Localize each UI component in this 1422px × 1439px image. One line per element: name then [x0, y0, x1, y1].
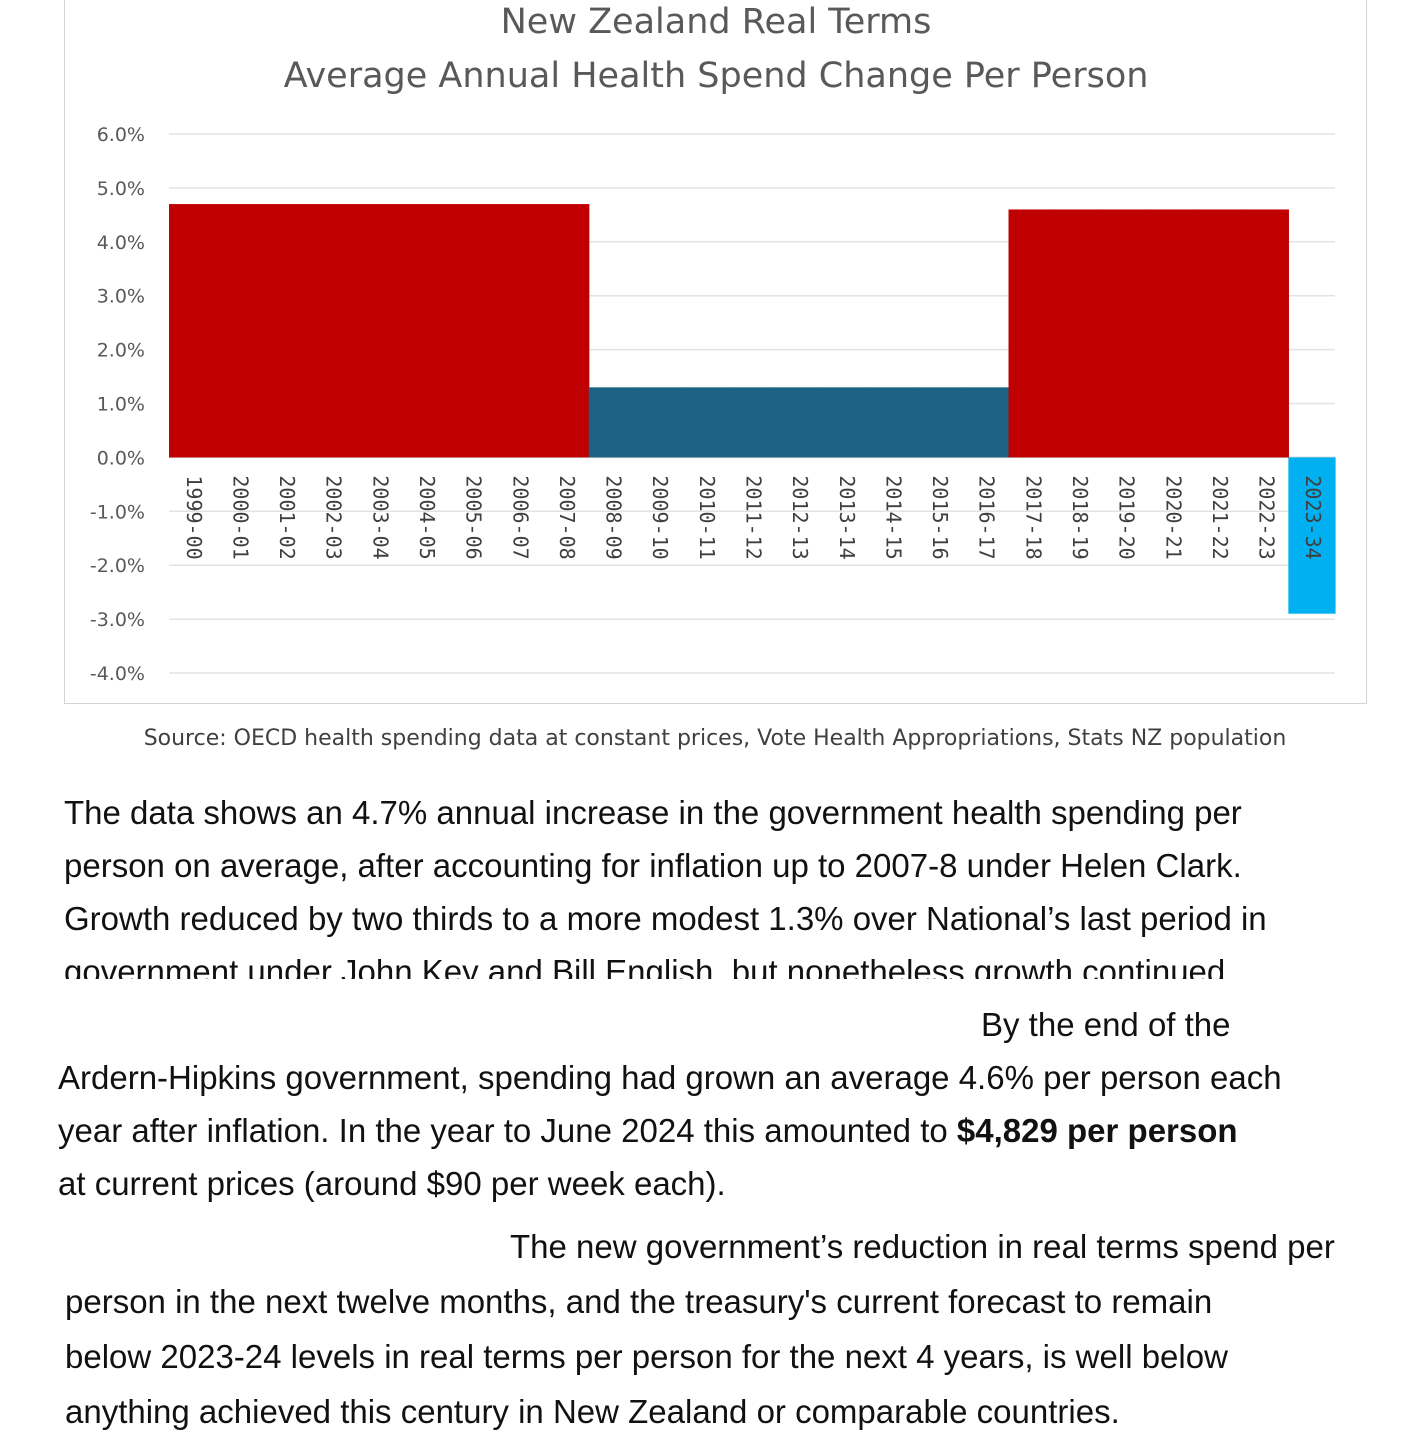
bar	[1148, 209, 1196, 458]
bar	[961, 387, 1010, 458]
bar	[542, 204, 590, 458]
paragraph-2-line-4: at current prices (around $90 per week e…	[58, 1165, 726, 1202]
paragraph-2-line-3: year after inflation. In the year to Jun…	[58, 1104, 1282, 1157]
y-tick-label: 0.0%	[97, 447, 145, 469]
y-tick-label: 6.0%	[97, 124, 145, 146]
bar	[1288, 457, 1336, 614]
x-tick-label: 2013-14	[835, 475, 859, 559]
y-tick-label: 5.0%	[97, 178, 145, 200]
paragraph-2: By the end of the Ardern-Hipkins governm…	[58, 998, 1282, 1210]
x-tick-label: 2022-23	[1255, 475, 1279, 559]
paragraph-1-line-1: The data shows an 4.7% annual increase i…	[64, 794, 1242, 831]
paragraph-1-line-3: Growth reduced by two thirds to a more m…	[64, 900, 1267, 937]
bars	[169, 204, 1336, 614]
y-tick-label: 2.0%	[97, 340, 145, 362]
x-axis-ticks: 1999-00 2000-01 2001-02 2002-03 2003-04 2004-…	[182, 475, 1325, 559]
y-tick-label: -3.0%	[90, 609, 145, 631]
chart-title-line-1: New Zealand Real Terms	[501, 2, 932, 42]
x-tick-label: 2006-07	[508, 475, 532, 559]
y-tick-label: -4.0%	[90, 663, 145, 685]
paragraph-3: The new government’s reduction in real t…	[65, 1219, 1335, 1439]
x-tick-label: 2016-17	[975, 475, 999, 559]
bar	[1101, 209, 1150, 458]
y-tick-label: 3.0%	[97, 286, 145, 308]
y-axis-ticks: 6.0% 5.0% 4.0% 3.0% 2.0% 1.0% 0.0% -1.0% -2.0% -3…	[90, 124, 145, 685]
x-tick-label: 2023-34	[1301, 475, 1325, 559]
bar	[868, 387, 916, 458]
bar	[355, 204, 403, 458]
x-tick-label: 2007-08	[555, 475, 579, 559]
y-tick-label: 1.0%	[97, 394, 145, 416]
paragraph-2-line-2: Ardern-Hipkins government, spending had …	[58, 1059, 1282, 1096]
bar	[448, 204, 497, 458]
bar	[915, 387, 963, 458]
y-tick-label: -1.0%	[90, 501, 145, 523]
x-tick-label: 2015-16	[928, 475, 952, 559]
bar	[262, 204, 310, 458]
x-tick-label: 1999-00	[182, 475, 206, 559]
x-tick-label: 2005-06	[462, 475, 486, 559]
bar	[1008, 209, 1056, 458]
x-tick-label: 2020-21	[1161, 475, 1185, 559]
x-tick-label: 2018-19	[1068, 475, 1092, 559]
x-tick-label: 2004-05	[415, 475, 439, 559]
y-tick-label: -2.0%	[90, 555, 145, 577]
source-note: Source: OECD health spending data at con…	[143, 726, 1287, 751]
per-person-amount: $4,829 per person	[956, 1112, 1238, 1149]
bar	[308, 204, 357, 458]
bar	[728, 387, 776, 458]
paragraph-3-line-3: below 2023-24 levels in real terms per p…	[65, 1338, 1228, 1375]
bar	[682, 387, 730, 458]
chart-title: New Zealand Real Terms Average Annual He…	[284, 2, 1149, 96]
x-tick-label: 2014-15	[881, 475, 905, 559]
paragraph-3-line-4: anything achieved this century in New Ze…	[65, 1393, 1120, 1430]
bar	[1241, 209, 1289, 458]
x-tick-label: 2001-02	[275, 475, 299, 559]
x-tick-label: 2003-04	[368, 475, 392, 559]
bar	[821, 387, 870, 458]
x-tick-label: 2009-10	[648, 475, 672, 559]
bar	[1195, 209, 1243, 458]
chart-frame: New Zealand Real Terms Average Annual He…	[64, 0, 1367, 704]
paragraph-3-line-1: The new government’s reduction in real t…	[510, 1228, 1335, 1265]
bar	[215, 204, 263, 458]
x-tick-label: 2008-09	[602, 475, 626, 559]
paragraph-2-line-3-text: year after inflation. In the year to Jun…	[58, 1112, 957, 1149]
paragraph-2-line-1: By the end of the	[981, 1006, 1231, 1043]
x-tick-label: 2012-13	[788, 475, 812, 559]
y-tick-label: 4.0%	[97, 232, 145, 254]
x-tick-label: 2010-11	[695, 475, 719, 559]
x-tick-label: 2019-20	[1115, 475, 1139, 559]
bar	[775, 387, 823, 458]
bar	[588, 387, 636, 458]
chart-title-line-2: Average Annual Health Spend Change Per P…	[284, 56, 1149, 96]
x-tick-label: 2002-03	[322, 475, 346, 559]
x-tick-label: 2017-18	[1021, 475, 1045, 559]
x-tick-label: 2021-22	[1208, 475, 1232, 559]
x-tick-label: 2011-12	[742, 475, 766, 559]
paragraph-3-line-2: person in the next twelve months, and th…	[65, 1283, 1213, 1320]
bar	[635, 387, 683, 458]
paragraph-1-line-4: government under John Key and Bill Engli…	[64, 953, 1235, 979]
bar	[169, 204, 217, 458]
paragraph-1: The data shows an 4.7% annual increase i…	[64, 786, 1267, 979]
paragraph-1-line-2: person on average, after accounting for …	[64, 847, 1242, 884]
bar	[402, 204, 450, 458]
bar	[495, 204, 543, 458]
x-tick-label: 2000-01	[228, 475, 252, 559]
bar	[1055, 209, 1103, 458]
chart-svg: New Zealand Real Terms Average Annual He…	[90, 2, 1336, 685]
